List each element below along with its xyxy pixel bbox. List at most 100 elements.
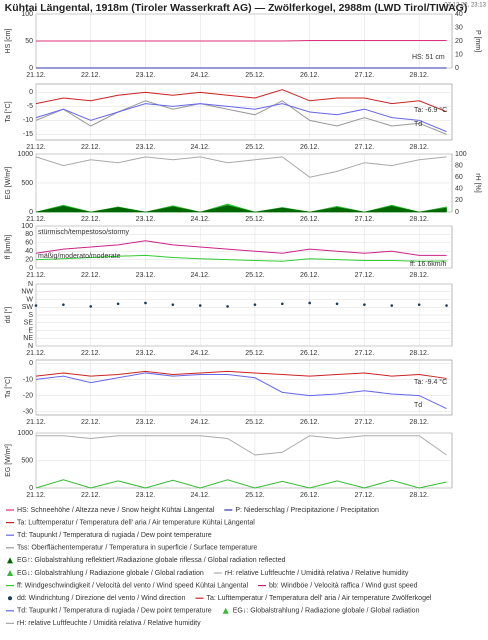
y-tick-label: E <box>28 327 33 334</box>
y-tick-label: 100 <box>21 223 33 230</box>
y-tick-label: 0 <box>29 360 33 367</box>
y-tick-label: -30 <box>23 409 33 416</box>
x-tick-label: 21.12. <box>26 492 46 499</box>
y-tick-label: 100 <box>21 11 33 18</box>
y-tick-label: N <box>28 281 33 288</box>
legend-label: bb: Windböe / Velocità raffica / Wind gu… <box>269 582 418 589</box>
legend-label: dd: Windrichtung / Direzione del vento /… <box>17 595 186 602</box>
y-tick-label: 80 <box>25 231 33 238</box>
y-tick-label: W <box>26 296 33 303</box>
legend-label: EG↓: Globalstrahlung / Radiazione global… <box>17 570 204 577</box>
series-area <box>35 205 447 213</box>
x-tick-label: 27.12. <box>355 272 375 279</box>
x-tick-label: 25.12. <box>245 216 265 223</box>
y-axis-label: Ta [°C] <box>4 101 12 122</box>
x-tick-label: 21.12. <box>26 272 46 279</box>
x-tick-label: 24.12. <box>190 216 210 223</box>
x-tick-label: 26.12. <box>300 144 320 151</box>
y-tick-label: SW <box>22 304 34 311</box>
legend-label: Td: Taupunkt / Temperatura di rugiada / … <box>17 608 212 615</box>
x-tick-label: 27.12. <box>355 492 375 499</box>
y-tick-label: SE <box>24 320 34 327</box>
y-axis-label: dd [°] <box>4 307 12 323</box>
series-line <box>36 39 447 42</box>
x-tick-label: 21.12. <box>26 216 46 223</box>
series-line <box>35 89 447 113</box>
x-tick-label: 22.12. <box>81 144 101 151</box>
series-point <box>253 303 257 306</box>
y-tick-label: 1000 <box>17 151 33 158</box>
legend-label: P: Niederschlag / Precipitazione / Preci… <box>235 507 379 514</box>
x-tick-label: 25.12. <box>245 419 265 426</box>
y-tick-label: 500 <box>21 457 33 464</box>
y-axis-label: EG [W/m²] <box>5 444 12 477</box>
x-tick-label: 23.12. <box>136 492 156 499</box>
y-axis-label: HS [cm] <box>5 29 12 54</box>
y-tick-label: 0 <box>29 265 33 272</box>
x-tick-label: 26.12. <box>300 419 320 426</box>
y2-tick-label: 20 <box>455 197 463 204</box>
series-point <box>308 301 311 305</box>
x-tick-label: 26.12. <box>300 492 320 499</box>
series-point <box>417 303 421 306</box>
x-tick-label: 23.12. <box>136 144 156 151</box>
x-tick-label: 27.12. <box>355 419 375 426</box>
y-axis-label: EG [W/m²] <box>5 167 12 200</box>
y-tick-label: -10 <box>23 376 33 383</box>
annotation: HS: 51 cm <box>412 54 445 61</box>
annotation: ff: 16.6km/h <box>410 261 447 268</box>
series-line <box>35 254 447 262</box>
x-tick-label: 26.12. <box>300 350 320 357</box>
y-tick-label: 50 <box>25 38 33 45</box>
y-tick-label: -15 <box>23 131 33 138</box>
y-tick-label: 40 <box>25 248 33 255</box>
legend-marker <box>7 570 13 576</box>
y-tick-label: 0 <box>29 89 33 96</box>
legend-label: rH: relative Luftfeuchte / Umidità relat… <box>225 570 409 577</box>
annotation: Td <box>414 402 422 409</box>
x-tick-label: 26.12. <box>300 216 320 223</box>
x-tick-label: 23.12. <box>136 216 156 223</box>
series-line <box>35 103 447 133</box>
series-line <box>36 435 447 456</box>
plot-frame <box>35 225 453 269</box>
legend-marker <box>222 607 229 614</box>
y-tick-label: 20 <box>25 256 33 263</box>
x-tick-label: 28.12. <box>409 216 429 223</box>
x-tick-label: 28.12. <box>409 72 429 79</box>
legend-label: Ta: Lufttemperatur / Temperatura dell' a… <box>17 519 255 526</box>
y2-tick-label: 100 <box>455 151 467 158</box>
annotation: Ta: -9.4 °C <box>414 378 447 386</box>
y-tick-label: S <box>28 312 33 319</box>
x-tick-label: 23.12. <box>136 350 156 357</box>
y2-axis-label: rH [%] <box>474 173 481 193</box>
legend-marker <box>8 596 12 601</box>
series-line <box>35 372 447 409</box>
series-point <box>144 301 147 305</box>
series-line <box>35 370 447 379</box>
x-tick-label: 24.12. <box>190 272 210 279</box>
x-tick-label: 22.12. <box>81 216 101 223</box>
x-tick-label: 24.12. <box>190 492 210 499</box>
x-tick-label: 22.12. <box>81 272 101 279</box>
legend-label: EG↓: Globalstrahlung / Radiazione global… <box>233 608 420 615</box>
x-tick-label: 23.12. <box>136 419 156 426</box>
series-point <box>198 304 202 307</box>
x-tick-label: 24.12. <box>190 419 210 426</box>
y-tick-label: NE <box>23 335 33 342</box>
annotation: Ta: -6.9 °C <box>414 106 447 114</box>
y2-tick-label: 20 <box>455 38 463 45</box>
legend-label: HS: Schneehöhe / Altezza neve / Snow hei… <box>17 507 215 514</box>
series-point <box>116 302 120 306</box>
series-point <box>363 303 366 306</box>
legend-label: Td: Taupunkt / Temperatura di rugiada / … <box>17 532 212 539</box>
x-tick-label: 22.12. <box>81 492 101 499</box>
x-tick-label: 23.12. <box>136 72 156 79</box>
x-tick-label: 26.12. <box>300 72 320 79</box>
x-tick-label: 24.12. <box>190 72 210 79</box>
x-tick-label: 26.12. <box>300 272 320 279</box>
x-tick-label: 24.12. <box>190 144 210 151</box>
series-point <box>226 305 229 308</box>
x-tick-label: 27.12. <box>355 72 375 79</box>
y-tick-label: -5 <box>27 103 33 110</box>
